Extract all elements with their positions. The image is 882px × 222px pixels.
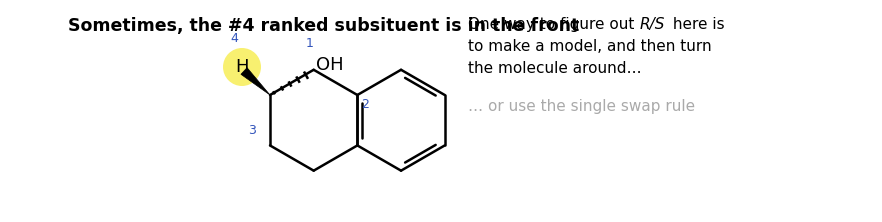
Text: R/S: R/S	[640, 17, 665, 32]
Text: 3: 3	[248, 124, 256, 137]
Text: One way to figure out: One way to figure out	[468, 17, 639, 32]
Text: Sometimes, the #4 ranked subsituent is in the front: Sometimes, the #4 ranked subsituent is i…	[68, 17, 579, 35]
Text: here is: here is	[668, 17, 725, 32]
Text: H: H	[235, 58, 249, 76]
Text: OH: OH	[316, 56, 344, 74]
Text: 2: 2	[362, 99, 370, 111]
Ellipse shape	[223, 48, 261, 86]
Polygon shape	[241, 68, 270, 95]
Text: the molecule around…: the molecule around…	[468, 61, 641, 76]
Text: to make a model, and then turn: to make a model, and then turn	[468, 39, 712, 54]
Text: … or use the single swap rule: … or use the single swap rule	[468, 99, 695, 114]
Text: 1: 1	[306, 37, 314, 50]
Text: 4: 4	[230, 32, 238, 45]
